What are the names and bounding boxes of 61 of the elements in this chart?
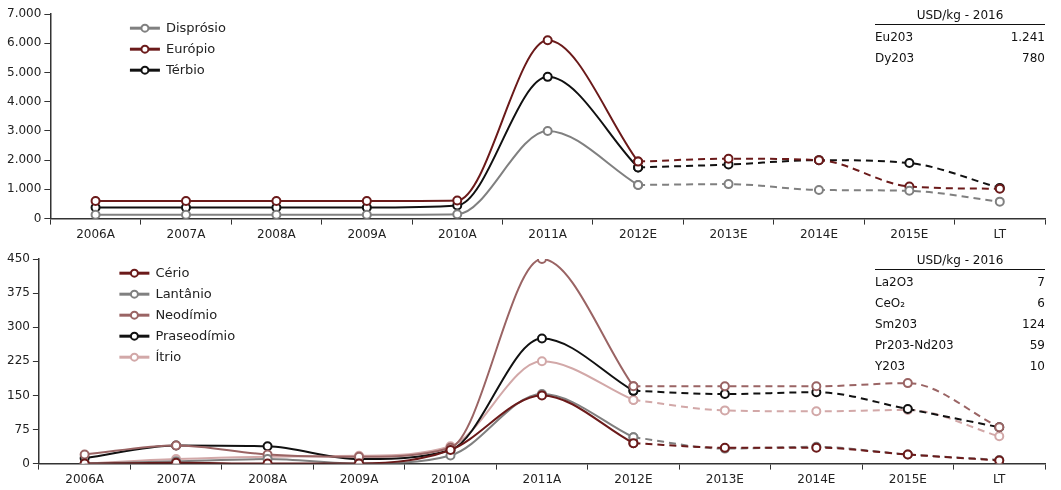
y-tick-label: 7.000: [6, 6, 42, 21]
y-tick-label: 2.000: [6, 152, 42, 167]
x-tick-label: LT: [993, 471, 1007, 486]
legend-label: Cério: [155, 264, 190, 280]
legend-label: Európio: [165, 40, 216, 56]
annotation: Pr203-Nd203: [875, 337, 954, 354]
x-tick-label: 2008A: [257, 226, 297, 241]
y-tick-label: 225: [7, 353, 30, 368]
y-tick-label: 450: [7, 251, 30, 266]
annotation: La2O3: [875, 274, 914, 291]
y-tick-label: 300: [7, 319, 30, 334]
x-tick-label: 2014E: [799, 226, 839, 241]
annotation: Dy203: [875, 50, 915, 67]
x-tick-label: 2009A: [347, 226, 387, 241]
annotation: USD/kg - 2016: [875, 8, 1045, 25]
y-tick-label: 4.000: [6, 93, 42, 108]
x-tick-label: 2007A: [166, 226, 207, 241]
x-tick-label: 2011A: [522, 471, 563, 486]
x-tick-label: 2009A: [339, 471, 380, 486]
y-tick-label: 375: [7, 285, 30, 300]
legend-label: Ítrio: [155, 348, 182, 364]
annotation: 59: [1029, 337, 1045, 354]
annotation: USD/kg - 2016: [875, 253, 1045, 270]
x-tick-label: 2013E: [709, 226, 748, 241]
y-tick-label: 3.000: [6, 123, 42, 138]
x-tick-label: 2015E: [890, 226, 929, 241]
y-tick-label: 6.000: [6, 35, 42, 50]
y-tick-label: 0: [33, 210, 42, 225]
annotation: 6: [1037, 295, 1045, 312]
legend-label: Térbio: [164, 61, 205, 77]
y-tick-label: 75: [14, 421, 30, 436]
annotation: 10: [1029, 358, 1045, 375]
x-tick-label: 2006A: [76, 226, 116, 241]
annotation: Sm203: [875, 316, 918, 333]
y-tick-label: 150: [7, 387, 30, 402]
x-tick-label: 2014E: [797, 471, 836, 486]
x-tick-label: 2010A: [437, 226, 478, 241]
legend-label: Neodímio: [155, 306, 218, 322]
x-tick-label: 2012E: [619, 226, 658, 241]
x-tick-label: 2007A: [156, 471, 197, 486]
annotation: Y203: [875, 358, 906, 375]
annotation: CeO₂: [875, 295, 906, 312]
legend-label: Praseodímio: [155, 327, 236, 343]
y-tick-label: 0: [22, 455, 30, 470]
annotation: 1.241: [1010, 29, 1045, 46]
annotation: 7: [1037, 274, 1045, 291]
x-tick-label: 2006A: [65, 471, 105, 486]
x-tick-label: 2013E: [705, 471, 744, 486]
legend-label: Lantânio: [155, 285, 212, 301]
x-tick-label: 2011A: [528, 226, 568, 241]
legend-label: Disprósio: [165, 19, 226, 35]
x-tick-label: 2012E: [614, 471, 653, 486]
y-tick-label: 5.000: [6, 64, 42, 79]
x-tick-label: LT: [993, 226, 1007, 241]
x-tick-label: 2015E: [888, 471, 927, 486]
annotation: 780: [1022, 50, 1045, 67]
annotation: 124: [1022, 316, 1045, 333]
x-tick-label: 2010A: [431, 471, 471, 486]
annotation: Eu203: [875, 29, 914, 46]
y-tick-label: 1.000: [6, 181, 42, 196]
x-tick-label: 2008A: [248, 471, 288, 486]
